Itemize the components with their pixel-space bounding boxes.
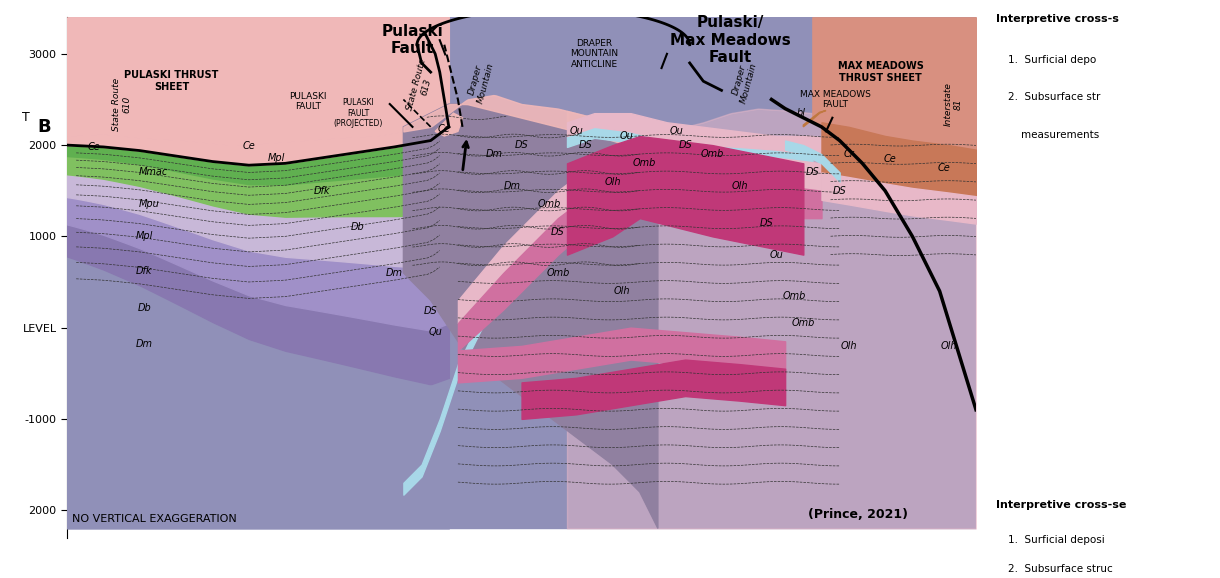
Text: MAX MEADOWS
THRUST SHEET: MAX MEADOWS THRUST SHEET — [838, 61, 924, 83]
Text: Interpretive cross-s: Interpretive cross-s — [996, 14, 1119, 24]
Text: Olh: Olh — [604, 177, 621, 187]
Text: measurements: measurements — [1008, 130, 1099, 140]
Text: Draper
Mountain: Draper Mountain — [466, 58, 495, 104]
Text: Mmac: Mmac — [139, 168, 168, 177]
Polygon shape — [404, 104, 658, 528]
Text: Ce: Ce — [88, 142, 101, 152]
Text: Dfk: Dfk — [137, 266, 152, 276]
Text: Interpretive cross-se: Interpretive cross-se — [996, 500, 1126, 510]
Text: Db: Db — [351, 223, 365, 232]
Text: DS: DS — [515, 140, 528, 150]
Text: PULASKI
FAULT
(PROJECTED): PULASKI FAULT (PROJECTED) — [333, 98, 383, 128]
Polygon shape — [436, 113, 462, 136]
Text: Draper
Mountain: Draper Mountain — [730, 58, 759, 104]
Text: Qu: Qu — [428, 327, 442, 337]
Polygon shape — [803, 110, 826, 127]
Text: Ou: Ou — [670, 127, 683, 136]
Text: Interstate
81: Interstate 81 — [943, 82, 963, 126]
Text: PULASKI
FAULT: PULASKI FAULT — [289, 91, 327, 111]
Text: State Route
610: State Route 610 — [112, 77, 132, 131]
Text: Omb: Omb — [632, 158, 656, 168]
Text: Pulaski/
Max Meadows
Fault: Pulaski/ Max Meadows Fault — [670, 15, 791, 65]
Text: DS: DS — [551, 227, 565, 237]
Text: DS: DS — [833, 186, 847, 196]
Text: Omb: Omb — [792, 318, 815, 328]
Text: DS: DS — [578, 140, 592, 150]
Text: Mpl: Mpl — [267, 153, 284, 163]
Text: DS: DS — [423, 306, 438, 316]
Text: Dm: Dm — [135, 339, 152, 349]
Text: Olh: Olh — [732, 181, 748, 191]
Text: DS: DS — [805, 168, 820, 177]
Text: DRAPER
MOUNTAIN
ANTICLINE: DRAPER MOUNTAIN ANTICLINE — [570, 39, 619, 69]
Text: Olh: Olh — [941, 341, 956, 351]
Text: Db: Db — [138, 302, 151, 313]
Text: Omb: Omb — [547, 268, 570, 278]
Text: 1.  Surficial deposi: 1. Surficial deposi — [1008, 535, 1104, 544]
Text: NO VERTICAL EXAGGERATION: NO VERTICAL EXAGGERATION — [72, 514, 237, 524]
Text: Omb: Omb — [537, 199, 560, 209]
Text: PULASKI THRUST
SHEET: PULASKI THRUST SHEET — [124, 71, 218, 92]
Text: Olh: Olh — [841, 341, 856, 351]
Text: Cr: Cr — [843, 149, 854, 159]
Text: Ou: Ou — [769, 250, 783, 260]
Polygon shape — [67, 17, 976, 528]
Text: Ou: Ou — [570, 127, 583, 136]
Text: Dm: Dm — [504, 181, 521, 191]
Text: Pulaski
Fault: Pulaski Fault — [382, 24, 443, 57]
Text: (Prince, 2021): (Prince, 2021) — [808, 508, 908, 521]
Text: bl: bl — [797, 108, 806, 118]
Text: Ce: Ce — [243, 141, 255, 151]
Text: State Route
613: State Route 613 — [405, 58, 438, 114]
Text: DS: DS — [678, 140, 692, 150]
Text: MAX MEADOWS
FAULT: MAX MEADOWS FAULT — [799, 90, 871, 109]
Text: Mpl: Mpl — [135, 231, 152, 242]
Text: Mpu: Mpu — [139, 199, 160, 209]
Text: B: B — [38, 118, 51, 136]
Text: 2.  Subsurface str: 2. Subsurface str — [1008, 92, 1100, 102]
Text: Ce: Ce — [938, 163, 950, 173]
Text: 1.  Surficial depo: 1. Surficial depo — [1008, 55, 1096, 65]
Text: Ou: Ou — [620, 131, 633, 141]
Text: DS: DS — [760, 218, 773, 228]
Text: Omb: Omb — [782, 291, 806, 301]
Text: T: T — [22, 111, 30, 124]
Text: Ce: Ce — [438, 124, 450, 134]
Text: Dm: Dm — [386, 268, 403, 278]
Text: Omb: Omb — [700, 149, 725, 159]
Text: Ce: Ce — [883, 154, 895, 164]
Text: Dm: Dm — [486, 149, 503, 159]
Text: Dfk: Dfk — [314, 186, 329, 196]
Text: Olh: Olh — [614, 286, 630, 296]
Text: 2.  Subsurface struc: 2. Subsurface struc — [1008, 564, 1113, 573]
